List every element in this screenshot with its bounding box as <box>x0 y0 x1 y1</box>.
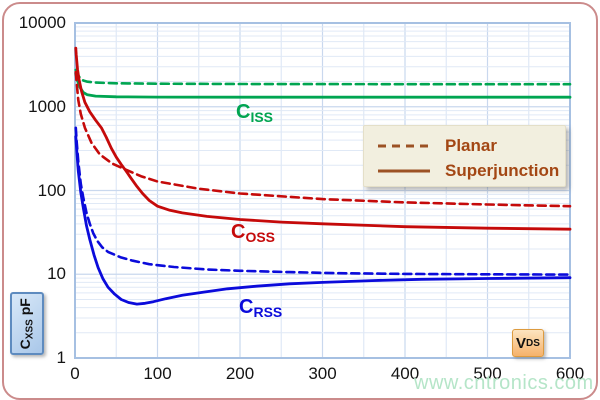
y-axis-badge-text: CXSS pF <box>17 297 36 350</box>
x-axis-tick-label: 0 <box>70 364 80 383</box>
y-axis-badge: CXSS pF <box>10 292 44 355</box>
y-axis-tick-label: 1 <box>56 348 66 367</box>
x-axis-badge: V DS <box>512 329 544 357</box>
y-axis-tick-label: 100 <box>37 180 66 200</box>
y-badge-unit: pF <box>17 297 34 316</box>
x-badge-sub: DS <box>526 337 540 349</box>
curve-label-crss-sub: RSS <box>253 303 283 320</box>
curve-label-crss-main: C <box>239 296 254 318</box>
y-axis-tick-label: 10000 <box>18 13 66 32</box>
x-axis-tick-label: 100 <box>143 364 172 383</box>
legend: Planar Superjunction <box>363 125 566 187</box>
x-axis-tick-label: 500 <box>473 364 502 383</box>
x-axis-tick-label: 300 <box>308 364 337 383</box>
x-badge-main: V <box>516 334 527 352</box>
curve-label-coss-sub: OSS <box>245 228 276 245</box>
y-axis-tick-labels: 10000 1000 100 10 1 <box>0 0 66 400</box>
y-axis-tick-label: 10 <box>47 264 66 284</box>
series-crss_planar <box>74 126 572 276</box>
y-axis-tick-label: 1000 <box>28 96 66 116</box>
curve-label-coss-main: C <box>231 221 246 243</box>
series-coss_superjunction <box>74 46 572 231</box>
curve-label-crss: CRSS <box>239 297 282 319</box>
planar-dashed-line-sample <box>378 144 430 147</box>
legend-label-planar: Planar <box>445 136 497 155</box>
curve-label-ciss-sub: ISS <box>250 108 274 125</box>
y-badge-sub: XSS <box>24 318 36 339</box>
legend-item-superjunction: Superjunction <box>376 158 565 183</box>
x-axis-tick-label: 600 <box>555 364 585 383</box>
series-crss_superjunction <box>74 135 572 306</box>
curve-label-coss: COSS <box>231 222 275 244</box>
x-axis-tick-label: 200 <box>225 364 255 383</box>
watermark: www.cntronics.com <box>414 372 594 394</box>
legend-label-superjunction: Superjunction <box>445 161 560 180</box>
curve-label-ciss-main: C <box>236 101 251 123</box>
superjunction-solid-line-sample <box>378 169 430 172</box>
plot-border <box>74 22 571 359</box>
legend-item-planar: Planar <box>376 133 565 158</box>
x-axis-tick-label: 400 <box>390 364 420 383</box>
curve-label-ciss: CISS <box>236 102 273 124</box>
y-badge-main: C <box>17 338 34 350</box>
